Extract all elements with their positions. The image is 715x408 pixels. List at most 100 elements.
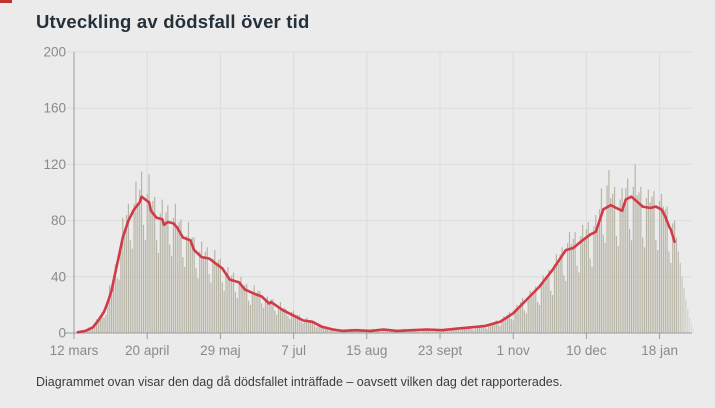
- y-tick-labels: 0 40 80 120 160 200: [43, 45, 66, 341]
- bar: [460, 330, 462, 333]
- bar: [621, 188, 623, 333]
- bar: [428, 328, 430, 333]
- bar: [431, 331, 434, 333]
- bar: [666, 206, 668, 333]
- bar: [326, 328, 328, 333]
- bar: [608, 170, 610, 333]
- bar: [407, 331, 409, 333]
- bar: [623, 203, 625, 333]
- bar: [321, 325, 323, 333]
- bar: [208, 273, 210, 333]
- bar: [664, 209, 666, 333]
- bar: [657, 250, 659, 333]
- bar: [122, 217, 124, 333]
- bar: [518, 307, 520, 333]
- bar: [193, 237, 195, 333]
- bar: [540, 282, 542, 333]
- bar: [125, 214, 128, 333]
- bar: [572, 238, 574, 333]
- bar: [110, 289, 113, 333]
- bar: [285, 309, 287, 333]
- bar: [214, 250, 216, 333]
- bar: [90, 328, 92, 333]
- bar: [139, 189, 141, 333]
- bar: [475, 327, 477, 333]
- x-tick-labels: 12 mars 20 april 29 maj 7 jul 15 aug 23 sept 1…: [50, 343, 678, 358]
- bar: [176, 227, 178, 334]
- bar: [212, 258, 214, 333]
- bar: [454, 328, 456, 333]
- y-tick-label: 80: [51, 213, 66, 228]
- bar: [640, 186, 642, 333]
- x-axis-ticks: [73, 333, 661, 339]
- x-tick-label: 29 maj: [200, 343, 241, 358]
- bar: [677, 251, 679, 333]
- bar: [152, 200, 154, 333]
- bar: [227, 266, 229, 333]
- y-tick-label: 40: [51, 269, 66, 284]
- bar: [114, 264, 116, 333]
- bar: [647, 189, 649, 333]
- bar: [508, 311, 511, 333]
- bar: [302, 323, 304, 333]
- bar: [184, 266, 186, 333]
- bar: [186, 236, 188, 333]
- bar: [137, 203, 139, 333]
- bar: [323, 327, 325, 333]
- bar: [381, 331, 383, 333]
- bar: [262, 307, 265, 333]
- bar: [103, 317, 105, 333]
- bar: [576, 265, 578, 333]
- bar: [683, 288, 685, 333]
- bar: [251, 292, 253, 333]
- bar: [617, 245, 619, 333]
- bar: [116, 278, 118, 333]
- bar: [670, 262, 672, 333]
- x-tick-label: 15 aug: [346, 343, 387, 358]
- x-tick-label: 23 sept: [418, 343, 463, 358]
- bar: [259, 290, 261, 333]
- bar: [537, 302, 539, 333]
- bar: [107, 300, 109, 333]
- bar: [452, 328, 454, 333]
- bar: [253, 285, 255, 333]
- bar: [473, 330, 475, 333]
- bar: [84, 331, 86, 333]
- bar: [446, 331, 449, 333]
- bar: [503, 316, 505, 333]
- bar: [172, 217, 175, 333]
- bar: [480, 324, 482, 333]
- bar: [195, 268, 197, 333]
- bar: [94, 323, 96, 333]
- bar: [159, 213, 161, 333]
- bar: [97, 320, 99, 333]
- bar: [300, 321, 302, 333]
- bar: [377, 330, 379, 333]
- bar: [628, 229, 631, 333]
- bar: [636, 195, 638, 333]
- bar: [133, 203, 135, 333]
- bar: [257, 290, 259, 333]
- bar: [642, 237, 644, 333]
- bar: [659, 200, 661, 333]
- bar: [232, 272, 235, 333]
- bar: [219, 258, 221, 333]
- bar: [313, 324, 315, 333]
- bar: [341, 331, 343, 333]
- bar: [178, 222, 180, 333]
- bar: [525, 313, 527, 333]
- bar: [165, 212, 167, 333]
- bar: [574, 231, 576, 333]
- bar: [296, 314, 298, 333]
- bar: [101, 311, 103, 333]
- bar: [154, 196, 156, 333]
- bar: [339, 331, 342, 333]
- bar: [242, 288, 244, 333]
- bar: [409, 330, 411, 333]
- bar: [236, 297, 238, 334]
- bar: [555, 254, 557, 333]
- bar: [685, 299, 687, 333]
- bar: [277, 306, 280, 333]
- bar: [187, 222, 190, 333]
- bar: [148, 174, 150, 333]
